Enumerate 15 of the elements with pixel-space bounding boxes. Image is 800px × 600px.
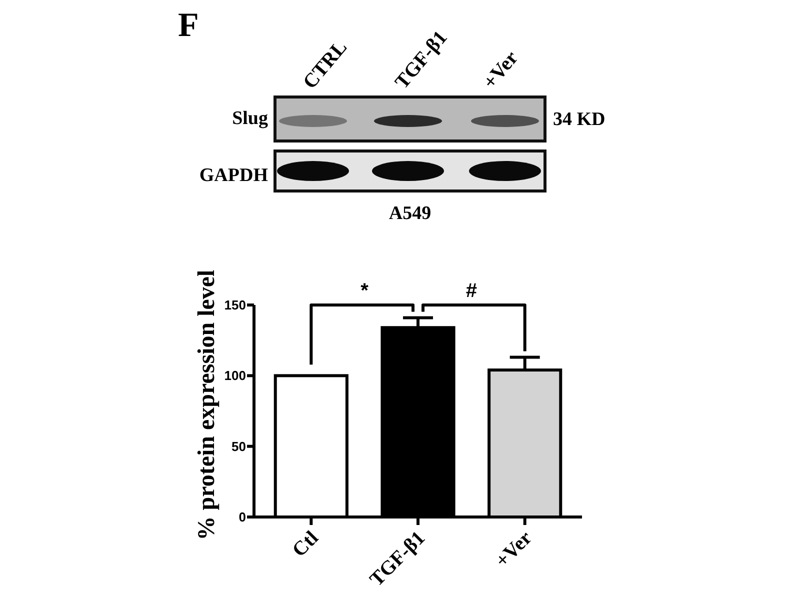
y-tick-label: 150 [224,298,246,313]
text: +Ver [478,46,523,94]
text: # [466,280,477,302]
y-tick-label: 50 [232,438,246,454]
y-axis-title: % protein expression level [194,269,220,540]
text: Slug [232,108,268,129]
text: A549 [388,203,432,224]
y-tick-label: 0 [238,510,246,525]
x-tick-label: Ctl [288,526,323,562]
y-tick-label: 100 [224,368,246,384]
text: * [360,280,369,302]
text: 34 KD [553,109,606,130]
x-tick-label: +Ver [491,526,536,572]
chart-title: F [178,7,199,44]
text: GAPDH [199,165,268,186]
